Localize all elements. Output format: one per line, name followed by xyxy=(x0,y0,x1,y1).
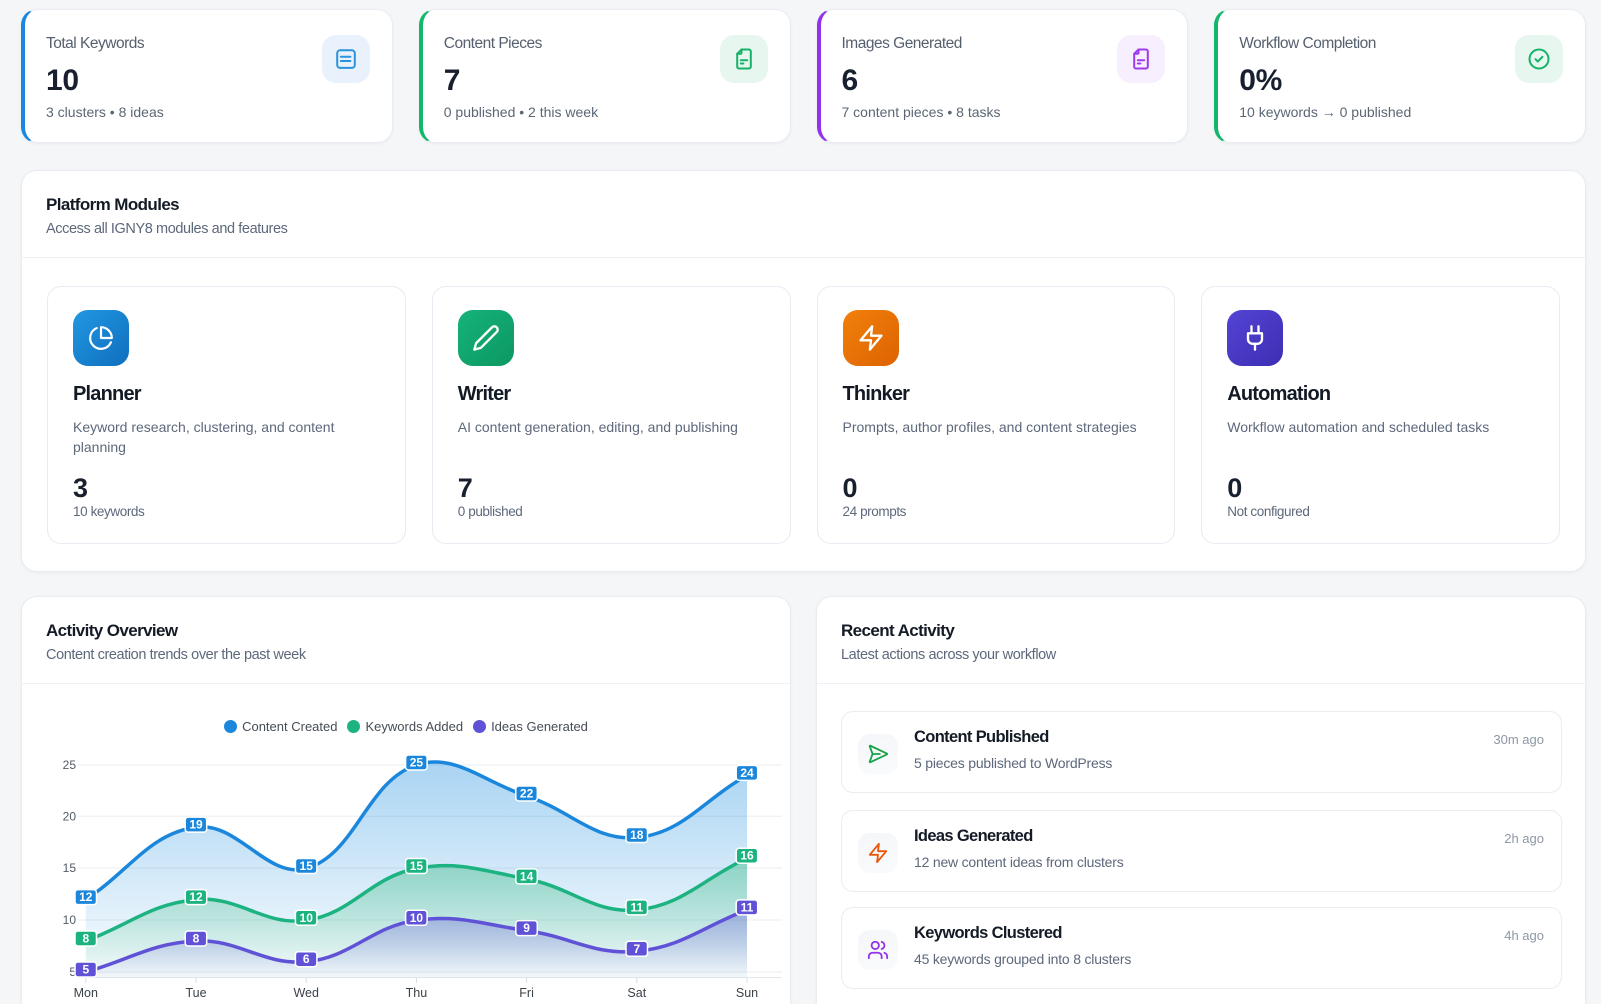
svg-text:15: 15 xyxy=(410,859,424,873)
svg-text:Tue: Tue xyxy=(185,986,206,1000)
svg-text:10: 10 xyxy=(300,911,314,925)
svg-text:24: 24 xyxy=(740,766,754,780)
svg-text:9: 9 xyxy=(523,921,530,935)
svg-text:Sat: Sat xyxy=(627,986,646,1000)
svg-text:Wed: Wed xyxy=(293,986,319,1000)
svg-text:16: 16 xyxy=(740,849,754,863)
svg-text:20: 20 xyxy=(63,809,77,823)
svg-text:10: 10 xyxy=(410,911,424,925)
svg-text:Fri: Fri xyxy=(519,986,534,1000)
svg-text:8: 8 xyxy=(82,932,89,946)
svg-text:11: 11 xyxy=(741,900,754,914)
svg-text:18: 18 xyxy=(630,828,644,842)
svg-text:12: 12 xyxy=(189,890,203,904)
svg-text:15: 15 xyxy=(63,861,77,875)
svg-text:5: 5 xyxy=(82,963,89,977)
svg-text:25: 25 xyxy=(63,758,77,772)
svg-text:10: 10 xyxy=(63,913,77,927)
svg-text:11: 11 xyxy=(630,900,643,914)
svg-text:Mon: Mon xyxy=(74,986,98,1000)
svg-text:12: 12 xyxy=(79,890,93,904)
svg-text:5: 5 xyxy=(69,965,76,979)
svg-text:25: 25 xyxy=(410,756,424,770)
svg-text:22: 22 xyxy=(520,787,534,801)
svg-text:14: 14 xyxy=(520,869,534,883)
svg-text:19: 19 xyxy=(189,818,203,832)
svg-text:6: 6 xyxy=(303,952,310,966)
svg-text:7: 7 xyxy=(633,942,640,956)
svg-text:15: 15 xyxy=(300,859,314,873)
svg-text:Thu: Thu xyxy=(406,986,428,1000)
svg-text:8: 8 xyxy=(193,932,200,946)
svg-text:Sun: Sun xyxy=(736,986,758,1000)
